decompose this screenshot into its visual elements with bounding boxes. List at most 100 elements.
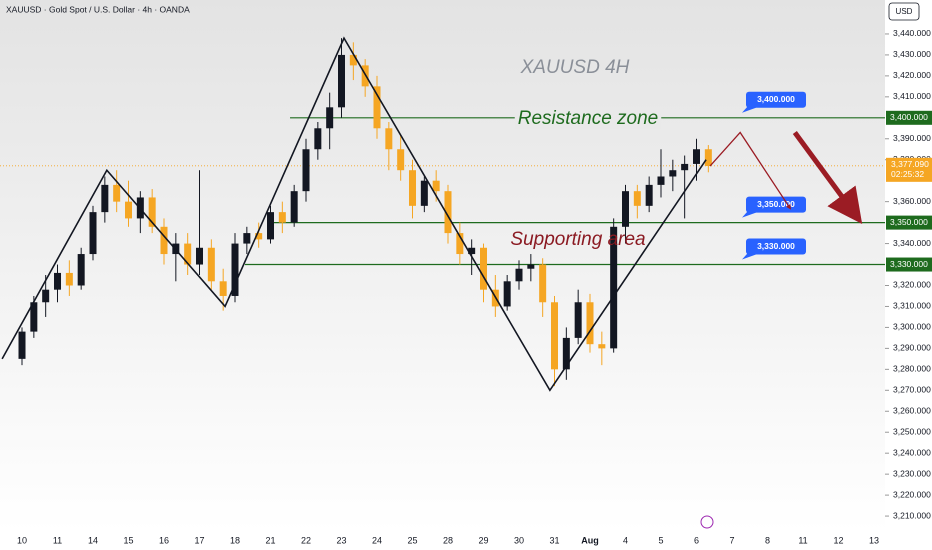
x-tick-label: 15 [124, 535, 134, 545]
annotation: XAUUSD 4H [520, 57, 630, 78]
currency-label[interactable]: USD [896, 7, 913, 16]
currency-button[interactable] [888, 2, 920, 21]
zigzag-line [1, 36, 707, 392]
axis-level-box [886, 257, 932, 272]
x-tick-label: 12 [833, 535, 843, 545]
candle-body [692, 149, 700, 164]
y-tick-label: 3,240.000 [893, 447, 931, 457]
candle-body [444, 191, 452, 234]
x-tick-label: 30 [514, 535, 524, 545]
candle-body [598, 344, 606, 349]
y-tick-label: 3,220.000 [893, 489, 931, 499]
axis-level-label: 3,350.000 [890, 217, 928, 227]
candle-body [432, 180, 440, 192]
candle-body [586, 302, 594, 345]
x-tick-label: 6 [694, 535, 699, 545]
candle-body [574, 302, 582, 338]
candle-body [326, 107, 334, 129]
y-tick-label: 3,260.000 [893, 406, 931, 416]
x-tick-label: 8 [765, 535, 770, 545]
candle-body [349, 54, 357, 66]
x-tick-label: 24 [372, 535, 382, 545]
candle-body [621, 191, 629, 227]
candle-body [113, 184, 121, 202]
annotation: Resistance zone [518, 108, 658, 129]
x-tick-label: Aug [581, 535, 599, 545]
candle-body [89, 212, 97, 255]
x-tick-label: 28 [443, 535, 453, 545]
candle-body [409, 170, 417, 206]
y-tick-label: 3,250.000 [893, 426, 931, 436]
candle-body [160, 226, 168, 255]
x-tick-label: 7 [729, 535, 734, 545]
event-icon [700, 515, 714, 529]
x-tick-label: 10 [17, 535, 27, 545]
candle-body [527, 264, 535, 269]
candle-body [633, 191, 641, 206]
last-price-box [886, 157, 932, 182]
candle-body [397, 149, 405, 171]
x-tick-label: 4 [623, 535, 628, 545]
x-tick-label: 21 [265, 535, 275, 545]
y-tick-label: 3,280.000 [893, 364, 931, 374]
annotation-bg [514, 108, 662, 130]
axis-level-label: 3,330.000 [890, 259, 928, 269]
y-tick-label: 3,300.000 [893, 322, 931, 332]
candle-body [480, 247, 488, 290]
x-tick-label: 11 [53, 535, 62, 545]
x-tick-label: 23 [336, 535, 346, 545]
plot-background [0, 0, 885, 532]
candle-body [338, 54, 346, 108]
candle-body [267, 212, 275, 240]
y-tick-label: 3,290.000 [893, 343, 931, 353]
projection-arrow [709, 131, 792, 210]
callout-box [746, 238, 806, 255]
price-axis [885, 0, 932, 550]
x-tick-label: 5 [658, 535, 663, 545]
x-tick-label: 13 [869, 535, 879, 545]
candle-body [30, 302, 38, 332]
callout-label: 3,350.000 [757, 199, 795, 209]
y-tick-label: 3,440.000 [893, 28, 931, 38]
candle-body [456, 233, 464, 255]
projection-arrow-big [792, 130, 863, 225]
candle-body [18, 331, 26, 359]
y-tick-label: 3,410.000 [893, 91, 931, 101]
x-tick-label: 14 [88, 535, 98, 545]
candle-body [231, 243, 239, 296]
time-axis [0, 532, 885, 550]
candle-body [243, 233, 251, 244]
x-tick-label: 22 [301, 535, 311, 545]
candle-body [65, 272, 73, 286]
y-tick-label: 3,320.000 [893, 280, 931, 290]
candle-body [610, 226, 618, 349]
candle-body [219, 281, 227, 296]
y-tick-label: 3,310.000 [893, 301, 931, 311]
callout-label: 3,400.000 [757, 94, 795, 104]
candle-body [302, 149, 310, 192]
candle-body [562, 337, 570, 370]
candle-body [503, 281, 511, 307]
candle-body [551, 302, 559, 370]
candle-body [42, 289, 50, 303]
candle-body [385, 128, 393, 150]
countdown-label: 02:25:32 [891, 169, 924, 179]
candle-body [278, 212, 286, 223]
candle-body [255, 233, 263, 240]
candle-body [196, 247, 204, 265]
y-tick-label: 3,430.000 [893, 49, 931, 59]
callout-box [746, 91, 806, 108]
candle-body [77, 254, 85, 286]
candle-body [704, 149, 712, 167]
y-tick-label: 3,360.000 [893, 196, 931, 206]
candle-body [54, 272, 62, 290]
callout-label: 3,330.000 [757, 241, 795, 251]
y-tick-label: 3,390.000 [893, 133, 931, 143]
layer: 3,210.000 3,220.000 3,230.000 3,240.000 3,25… [0, 28, 932, 545]
y-tick-label: 3,270.000 [893, 385, 931, 395]
candle-body [645, 184, 653, 206]
y-tick-label: 3,210.000 [893, 510, 931, 520]
candle-body [290, 191, 298, 223]
y-tick-label: 3,340.000 [893, 238, 931, 248]
